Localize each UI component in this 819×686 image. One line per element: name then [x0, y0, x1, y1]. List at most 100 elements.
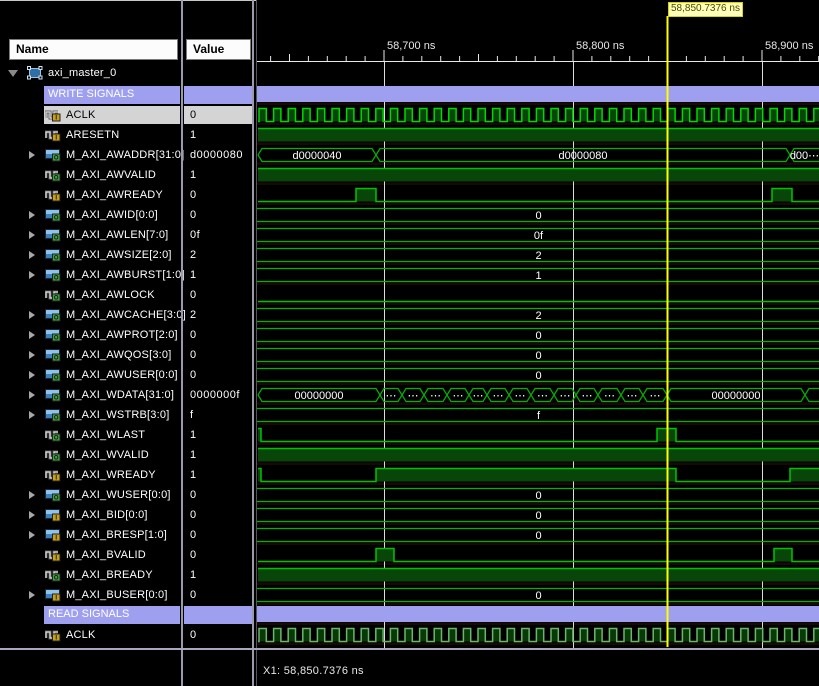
signal-row-m-axi-wvalid[interactable]: O M_AXI_WVALID [0, 445, 181, 465]
expand-arrow-icon[interactable] [29, 271, 35, 279]
row-stripe [257, 462, 819, 465]
tree-root-row[interactable]: axi_master_0 [0, 63, 181, 83]
expand-arrow-icon[interactable] [29, 591, 35, 599]
group-band [44, 606, 180, 624]
signal-name-label[interactable]: M_AXI_AWQOS[3:0] [66, 349, 172, 361]
signal-row-m-axi-awqos30[interactable]: O M_AXI_AWQOS[3:0] [0, 345, 181, 365]
signal-name-label[interactable]: M_AXI_AWREADY [66, 189, 163, 201]
signal-name-label[interactable]: M_AXI_AWPROT[2:0] [66, 329, 178, 341]
signal-row-m-axi-awvalid[interactable]: O M_AXI_AWVALID [0, 165, 181, 185]
signal-name-label[interactable]: M_AXI_WLAST [66, 429, 146, 441]
expand-arrow-icon[interactable] [29, 411, 35, 419]
signal-name-label[interactable]: M_AXI_AWCACHE[3:0] [66, 309, 186, 321]
row-stripe [257, 542, 819, 545]
group-band [184, 86, 252, 104]
signal-row-m-axi-bvalid[interactable]: I M_AXI_BVALID [0, 545, 181, 565]
signal-name-label[interactable]: ACLK [66, 629, 96, 641]
signal-name-label[interactable]: M_AXI_AWSIZE[2:0] [66, 249, 172, 261]
expand-arrow-icon[interactable] [29, 231, 35, 239]
signal-name-label[interactable]: M_AXI_BVALID [66, 549, 146, 561]
scalar-signal-icon: O [45, 570, 61, 582]
signal-name-label[interactable]: M_AXI_AWID[0:0] [66, 209, 158, 221]
signal-row-m-axi-buser00[interactable]: I M_AXI_BUSER[0:0] [0, 585, 181, 605]
group-band-wave [257, 606, 819, 622]
signal-row-m-axi-bid00[interactable]: I M_AXI_BID[0:0] [0, 505, 181, 525]
collapse-arrow-icon[interactable] [8, 70, 18, 77]
signal-row-m-axi-awaddr310[interactable]: O M_AXI_AWADDR[31:0] [0, 145, 185, 165]
signal-name-label[interactable]: M_AXI_BREADY [66, 569, 153, 581]
value-panel-splitter[interactable] [252, 0, 254, 686]
signal-row-m-axi-bresp10[interactable]: I M_AXI_BRESP[1:0] [0, 525, 181, 545]
signal-value: 2 [190, 249, 197, 261]
signal-name-label[interactable]: M_AXI_AWLEN[7:0] [66, 229, 169, 241]
value-cell: 1 [184, 165, 252, 185]
signal-name-label[interactable]: M_AXI_AWVALID [66, 169, 157, 181]
bus-signal-icon: O [45, 389, 61, 402]
expand-arrow-icon[interactable] [29, 251, 35, 259]
expand-arrow-icon[interactable] [29, 371, 35, 379]
signal-row-aclk[interactable]: I ACLK [0, 105, 181, 125]
expand-arrow-icon[interactable] [29, 351, 35, 359]
signal-name-label[interactable]: M_AXI_WVALID [66, 449, 149, 461]
expand-arrow-icon[interactable] [29, 211, 35, 219]
signal-name-label[interactable]: M_AXI_BID[0:0] [66, 509, 148, 521]
signal-row-m-axi-awlock[interactable]: O M_AXI_AWLOCK [0, 285, 181, 305]
svg-text:O: O [54, 336, 59, 342]
signal-row-m-axi-wstrb30[interactable]: O M_AXI_WSTRB[3:0] [0, 405, 181, 425]
expand-arrow-icon[interactable] [29, 391, 35, 399]
value-column-header[interactable]: Value [186, 39, 251, 60]
signal-name-label[interactable]: M_AXI_AWLOCK [66, 289, 155, 301]
signal-row-m-axi-awprot20[interactable]: O M_AXI_AWPROT[2:0] [0, 325, 181, 345]
expand-arrow-icon[interactable] [29, 491, 35, 499]
signal-name-label[interactable]: M_AXI_AWBURST[1:0] [66, 269, 185, 281]
signal-value: 0 [190, 529, 197, 541]
signal-name-label[interactable]: M_AXI_WSTRB[3:0] [66, 409, 170, 421]
expand-arrow-icon[interactable] [29, 331, 35, 339]
signal-row-m-axi-awready[interactable]: I M_AXI_AWREADY [0, 185, 181, 205]
signal-row-m-axi-awcache30[interactable]: O M_AXI_AWCACHE[3:0] [0, 305, 186, 325]
waveform-panel[interactable]: 58,700 ns 58,800 ns 58,900 ns d0000040 d0000… [248, 0, 819, 686]
selected-row-highlight [184, 106, 252, 124]
name-panel-splitter[interactable] [181, 0, 183, 686]
signal-row-m-axi-wready[interactable]: I M_AXI_WREADY [0, 465, 181, 485]
signal-name-label[interactable]: M_AXI_BUSER[0:0] [66, 589, 168, 601]
signal-name-label[interactable]: M_AXI_WUSER[0:0] [66, 489, 171, 501]
svg-text:d0000080: d0000080 [559, 150, 608, 162]
signal-row-m-axi-bready[interactable]: O M_AXI_BREADY [0, 565, 181, 585]
signal-name-label[interactable]: M_AXI_AWADDR[31:0] [66, 149, 185, 161]
group-band [184, 606, 252, 624]
signal-name-label[interactable]: M_AXI_WDATA[31:0] [66, 389, 175, 401]
svg-text:O: O [54, 236, 59, 242]
signal-row-m-axi-awid00[interactable]: O M_AXI_AWID[0:0] [0, 205, 181, 225]
tree-root-label[interactable]: axi_master_0 [48, 67, 117, 79]
signal-row-aresetn[interactable]: I ARESETN [0, 125, 181, 145]
cursor-time-flag[interactable]: 58,850.7376 ns [668, 2, 743, 17]
signal-name-label[interactable]: M_AXI_WREADY [66, 469, 156, 481]
signal-name-label[interactable]: ACLK [66, 109, 96, 121]
signal-name-label[interactable]: M_AXI_BRESP[1:0] [66, 529, 168, 541]
signal-name-label[interactable]: M_AXI_AWUSER[0:0] [66, 369, 178, 381]
signal-row-m-axi-wdata310[interactable]: O M_AXI_WDATA[31:0] [0, 385, 181, 405]
signal-row-aclk[interactable]: I ACLK [0, 625, 181, 645]
expand-arrow-icon[interactable] [29, 311, 35, 319]
signal-row-m-axi-awsize20[interactable]: O M_AXI_AWSIZE[2:0] [0, 245, 181, 265]
signal-row-m-axi-awburst10[interactable]: O M_AXI_AWBURST[1:0] [0, 265, 185, 285]
expand-arrow-icon[interactable] [29, 511, 35, 519]
signal-row-m-axi-awuser00[interactable]: O M_AXI_AWUSER[0:0] [0, 365, 181, 385]
group-row[interactable]: READ SIGNALS [0, 605, 181, 625]
expand-arrow-icon[interactable] [29, 151, 35, 159]
bus-signal-icon: O [45, 369, 61, 382]
bus-signal-icon: I [45, 589, 61, 602]
signal-row-m-axi-wlast[interactable]: O M_AXI_WLAST [0, 425, 181, 445]
signal-row-m-axi-wuser00[interactable]: O M_AXI_WUSER[0:0] [0, 485, 181, 505]
expand-arrow-icon[interactable] [29, 531, 35, 539]
name-column-header[interactable]: Name [9, 39, 178, 60]
bus-signal-icon: O [45, 269, 61, 282]
group-row[interactable]: WRITE SIGNALS [0, 85, 181, 105]
row-stripe [257, 582, 819, 585]
signal-value: 0 [190, 549, 197, 561]
signal-name-label[interactable]: ARESETN [66, 129, 120, 141]
signal-value: 1 [190, 169, 197, 181]
signal-row-m-axi-awlen70[interactable]: O M_AXI_AWLEN[7:0] [0, 225, 181, 245]
